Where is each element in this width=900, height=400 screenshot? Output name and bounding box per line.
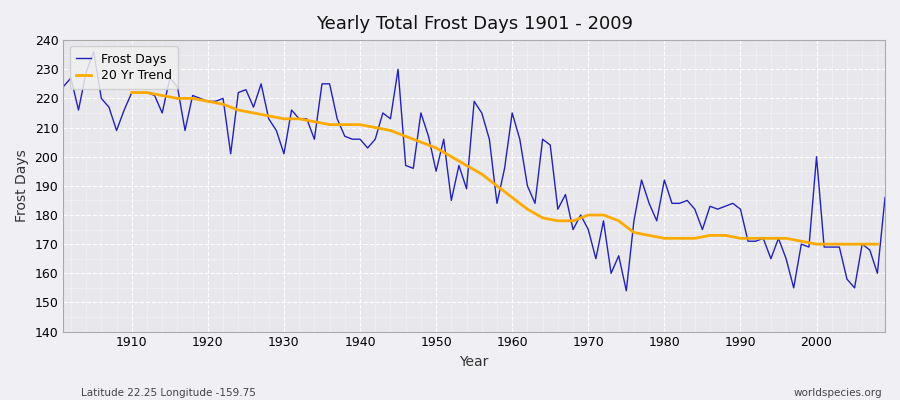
20 Yr Trend [826, 242, 837, 246]
20 Yr Trend [811, 242, 822, 246]
Frost Days [58, 84, 68, 89]
Frost Days [879, 195, 890, 200]
Y-axis label: Frost Days: Frost Days [15, 150, 29, 222]
Frost Days [507, 110, 517, 115]
20 Yr Trend [598, 212, 609, 217]
20 Yr Trend [370, 125, 381, 130]
20 Yr Trend [735, 236, 746, 241]
20 Yr Trend [553, 218, 563, 223]
20 Yr Trend [461, 163, 472, 168]
20 Yr Trend [507, 195, 517, 200]
20 Yr Trend [355, 122, 365, 127]
20 Yr Trend [309, 119, 320, 124]
X-axis label: Year: Year [460, 355, 489, 369]
20 Yr Trend [400, 134, 411, 139]
20 Yr Trend [218, 102, 229, 107]
20 Yr Trend [126, 90, 137, 95]
Frost Days [88, 49, 99, 54]
20 Yr Trend [568, 218, 579, 223]
Title: Yearly Total Frost Days 1901 - 2009: Yearly Total Frost Days 1901 - 2009 [316, 15, 633, 33]
20 Yr Trend [233, 108, 244, 112]
20 Yr Trend [720, 233, 731, 238]
20 Yr Trend [339, 122, 350, 127]
20 Yr Trend [293, 116, 304, 121]
Line: 20 Yr Trend: 20 Yr Trend [131, 92, 877, 244]
Line: Frost Days: Frost Days [63, 52, 885, 291]
20 Yr Trend [613, 218, 624, 223]
Frost Days [515, 137, 526, 142]
20 Yr Trend [705, 233, 716, 238]
20 Yr Trend [766, 236, 777, 241]
20 Yr Trend [583, 212, 594, 217]
20 Yr Trend [431, 146, 442, 150]
20 Yr Trend [780, 236, 791, 241]
20 Yr Trend [751, 236, 761, 241]
Legend: Frost Days, 20 Yr Trend: Frost Days, 20 Yr Trend [69, 46, 178, 89]
20 Yr Trend [491, 184, 502, 188]
20 Yr Trend [324, 122, 335, 127]
20 Yr Trend [522, 207, 533, 212]
Frost Days [126, 90, 137, 95]
20 Yr Trend [446, 154, 456, 159]
20 Yr Trend [857, 242, 868, 246]
Text: worldspecies.org: worldspecies.org [794, 388, 882, 398]
20 Yr Trend [264, 114, 274, 118]
20 Yr Trend [674, 236, 685, 241]
20 Yr Trend [644, 233, 654, 238]
20 Yr Trend [796, 239, 806, 244]
20 Yr Trend [278, 116, 289, 121]
20 Yr Trend [659, 236, 670, 241]
20 Yr Trend [157, 93, 167, 98]
20 Yr Trend [416, 140, 427, 144]
20 Yr Trend [842, 242, 852, 246]
20 Yr Trend [248, 110, 259, 115]
20 Yr Trend [872, 242, 883, 246]
20 Yr Trend [385, 128, 396, 133]
Frost Days [339, 134, 350, 139]
Frost Days [606, 271, 616, 276]
20 Yr Trend [141, 90, 152, 95]
20 Yr Trend [187, 96, 198, 101]
Frost Days [621, 288, 632, 293]
20 Yr Trend [202, 99, 213, 104]
20 Yr Trend [172, 96, 183, 101]
Text: Latitude 22.25 Longitude -159.75: Latitude 22.25 Longitude -159.75 [81, 388, 256, 398]
Frost Days [293, 116, 304, 121]
20 Yr Trend [689, 236, 700, 241]
20 Yr Trend [537, 216, 548, 220]
20 Yr Trend [628, 230, 639, 235]
20 Yr Trend [476, 172, 487, 176]
